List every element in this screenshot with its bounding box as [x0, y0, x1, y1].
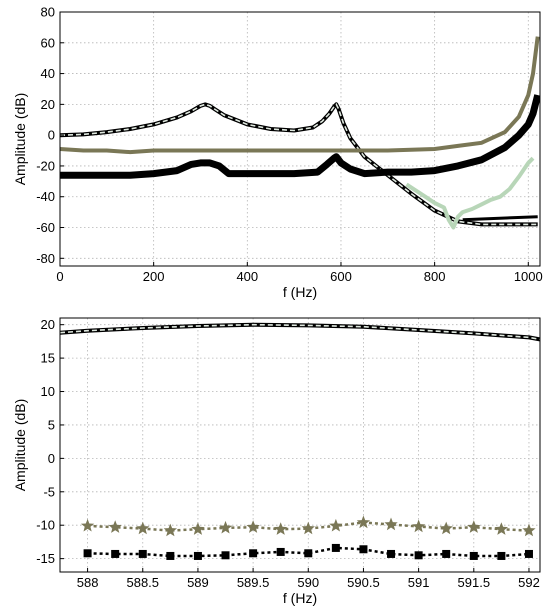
- star-marker: [136, 521, 150, 535]
- square-marker: [442, 549, 451, 558]
- x-tick-label: 800: [424, 269, 446, 284]
- y-tick-label: 40: [41, 66, 55, 81]
- plot-frame: [59, 11, 541, 267]
- square-marker: [524, 549, 533, 558]
- square-marker: [469, 551, 478, 560]
- y-tick-label: 5: [48, 417, 55, 432]
- y-tick-label: -80: [36, 251, 55, 266]
- y-tick-label: 0: [48, 451, 55, 466]
- y-tick-label: 0: [48, 128, 55, 143]
- x-tick-label: 588: [77, 575, 99, 590]
- star-marker: [163, 523, 177, 537]
- star-marker: [246, 520, 260, 533]
- square-marker: [359, 545, 368, 554]
- star-marker: [412, 519, 426, 533]
- star-marker: [356, 515, 371, 529]
- star-marker: [329, 518, 343, 532]
- x-tick-label: 591.5: [458, 575, 491, 590]
- y-tick-label: 60: [41, 35, 55, 50]
- star-marker: [467, 520, 481, 533]
- x-tick-label: 592: [518, 575, 540, 590]
- square-marker: [193, 551, 202, 560]
- x-tick-label: 591: [408, 575, 430, 590]
- square-marker: [414, 551, 423, 560]
- star-marker: [108, 520, 122, 533]
- y-tick-label: 15: [41, 351, 55, 366]
- square-marker: [166, 551, 175, 560]
- series-stars-line: [60, 36, 540, 155]
- y-tick-label: 20: [41, 317, 55, 332]
- x-tick-label: 400: [236, 269, 258, 284]
- y-tick-label: -20: [36, 158, 55, 173]
- y-tick-label: -10: [36, 518, 55, 533]
- star-marker: [494, 522, 508, 535]
- star-marker: [301, 521, 315, 535]
- square-marker: [331, 543, 340, 552]
- square-marker: [83, 549, 92, 558]
- star-marker: [191, 522, 205, 535]
- series-squares-line: [60, 94, 540, 179]
- y-axis-label: Amplitude (dB): [12, 93, 28, 186]
- square-marker: [276, 547, 285, 556]
- y-tick-label: 20: [41, 97, 55, 112]
- x-tick-label: 0: [56, 269, 63, 284]
- square-marker: [304, 549, 313, 558]
- y-tick-label: -40: [36, 189, 55, 204]
- x-tick-label: 589: [187, 575, 209, 590]
- x-tick-label: 590.5: [347, 575, 380, 590]
- plot-area: [60, 36, 540, 230]
- chart-top: 0 200 400 600 800 1000806040200-20-40-60-80f …: [12, 5, 543, 301]
- series-model-line: [60, 103, 538, 226]
- y-tick-label: 80: [41, 5, 55, 20]
- y-tick-label: -5: [43, 484, 55, 499]
- x-tick-label: 589.5: [237, 575, 270, 590]
- series-stars-line: [87, 521, 530, 532]
- y-axis-label: Amplitude (dB): [12, 399, 28, 492]
- square-marker: [111, 549, 120, 558]
- series-model-line: [60, 323, 540, 341]
- series-squares-line: [87, 546, 530, 558]
- x-tick-label: 1000: [514, 269, 543, 284]
- x-tick-label: 200: [143, 269, 165, 284]
- plot-frame: [59, 317, 541, 573]
- series-lightgreen-line: [405, 156, 535, 230]
- series-model-outline: [60, 322, 540, 342]
- square-marker: [221, 551, 230, 560]
- x-tick-label: 590: [297, 575, 319, 590]
- star-marker: [218, 520, 233, 534]
- star-marker: [80, 518, 95, 532]
- plot-area: [60, 322, 540, 560]
- star-marker: [439, 521, 453, 535]
- x-tick-label: 600: [330, 269, 352, 284]
- square-marker: [497, 551, 506, 560]
- x-tick-label: 588.5: [126, 575, 159, 590]
- x-axis-label: f (Hz): [283, 590, 317, 606]
- square-marker: [138, 549, 147, 558]
- y-tick-label: 10: [41, 384, 55, 399]
- star-marker: [522, 523, 536, 537]
- y-tick-label: -15: [36, 551, 55, 566]
- y-tick-label: -60: [36, 220, 55, 235]
- series-flat-line: [462, 215, 538, 222]
- star-marker: [384, 517, 398, 531]
- x-axis-label: f (Hz): [283, 284, 317, 300]
- chart-bottom: 588 588.5 589 589.5 590 590.5 591 591.5 592 20 15 1…: [12, 317, 541, 606]
- square-marker: [249, 549, 258, 558]
- square-marker: [387, 549, 396, 558]
- star-marker: [274, 522, 288, 535]
